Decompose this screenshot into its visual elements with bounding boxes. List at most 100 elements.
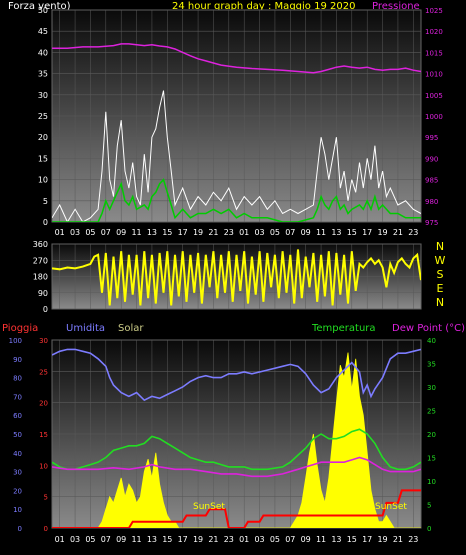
series-rain [52, 489, 421, 528]
x-tick: 21 [208, 535, 218, 544]
x-tick: 11 [131, 228, 141, 237]
x-tick: 19 [193, 228, 203, 237]
x-tick: 05 [270, 228, 280, 237]
x-tick: 05 [85, 228, 95, 237]
x-tick: 21 [393, 535, 403, 544]
legend-dew-point: Dew Point (°C) [392, 323, 465, 334]
x-tick: 17 [178, 535, 188, 544]
series-solar [52, 352, 421, 528]
y-tick-temperature: 0 [427, 525, 431, 533]
y-tick-direction: 270 [33, 256, 48, 265]
y-tick-wind: 20 [38, 133, 48, 142]
sunset-label-1: SunSet [193, 502, 225, 512]
y-tick-temperature: 5 [427, 502, 431, 510]
x-tick: 13 [147, 535, 157, 544]
x-tick: 19 [193, 535, 203, 544]
x-tick: 11 [316, 228, 326, 237]
y-tick-rain: 5 [44, 494, 48, 502]
y-tick-humidity: 10 [13, 506, 22, 514]
x-tick: 03 [254, 228, 264, 237]
x-tick: 17 [362, 228, 372, 237]
y-axis-temperature: 0 5 10 15 20 25 30 35 40 [427, 337, 436, 533]
y-tick-humidity: 100 [9, 337, 22, 345]
x-tick: 17 [178, 228, 188, 237]
y-tick-temperature: 35 [427, 361, 436, 369]
y-tick-temperature: 40 [427, 337, 436, 345]
series-direction [52, 249, 421, 306]
y-tick-wind: 35 [38, 70, 48, 79]
x-tick: 09 [301, 228, 311, 237]
y-tick-wind: 30 [38, 91, 48, 100]
y-tick-humidity: 80 [13, 375, 22, 383]
y-axis-rain: 0 5 10 15 20 25 30 [39, 337, 48, 533]
x-tick: 15 [162, 535, 172, 544]
y-tick-direction: 0 [43, 305, 48, 314]
x-tick: 03 [254, 535, 264, 544]
compass-label: E [437, 282, 444, 295]
y-tick-temperature: 10 [427, 478, 436, 486]
x-tick: 01 [55, 535, 65, 544]
x-tick: 09 [116, 228, 126, 237]
y-tick-pressure: 995 [425, 134, 438, 142]
x-axis-rain-temp: 01 03 05 07 09 11 13 15 17 19 21 23 01 03 05 07 09 11 13 15… [55, 535, 419, 544]
y-tick-pressure: 980 [425, 198, 438, 206]
y-tick-wind: 40 [38, 48, 48, 57]
y-tick-direction: 90 [38, 289, 48, 298]
x-tick: 09 [301, 535, 311, 544]
y-tick-humidity: 90 [13, 356, 22, 364]
compass-label: W [435, 254, 446, 267]
legend-rain: Pioggia [2, 323, 38, 334]
y-tick-humidity: 40 [13, 450, 22, 458]
x-tick: 05 [270, 535, 280, 544]
y-tick-temperature: 25 [427, 408, 436, 416]
y-tick-direction: 180 [33, 273, 48, 282]
y-tick-wind: 10 [38, 176, 48, 185]
series-wind_avg [52, 178, 421, 222]
x-axis-wind-pressure: 01 03 05 07 09 11 13 15 17 19 21 23 01 03 05 07 09 11 13 15… [55, 228, 419, 237]
x-tick: 15 [347, 535, 357, 544]
x-tick: 19 [377, 228, 387, 237]
y-tick-direction: 360 [33, 240, 48, 249]
y-tick-temperature: 20 [427, 431, 436, 439]
y-tick-rain: 25 [39, 368, 48, 376]
y-axis-direction: 0 90 180 270 360 [33, 240, 48, 314]
series-wind_gust [52, 90, 421, 222]
x-tick: 21 [393, 228, 403, 237]
x-tick: 11 [131, 535, 141, 544]
y-tick-rain: 30 [39, 337, 48, 345]
y-tick-pressure: 975 [425, 219, 438, 227]
x-tick: 11 [316, 535, 326, 544]
y-tick-wind: 50 [38, 6, 48, 15]
series-wind-pressure [52, 43, 421, 222]
x-tick: 09 [116, 535, 126, 544]
x-tick: 01 [239, 535, 249, 544]
x-tick: 03 [70, 228, 80, 237]
y-tick-wind: 45 [38, 27, 48, 36]
y-axis-wind: 0 5 10 15 20 25 30 35 40 45 50 [38, 6, 48, 227]
x-tick: 23 [408, 228, 418, 237]
x-tick: 01 [55, 228, 65, 237]
sunset-label-2: SunSet [375, 502, 407, 512]
legend-temperature: Temperatura [311, 323, 376, 334]
x-tick: 01 [239, 228, 249, 237]
pressure-axis-title: Pressione [372, 1, 420, 12]
compass-label: N [436, 296, 444, 309]
series-wind-direction [52, 249, 421, 306]
y-tick-rain: 20 [39, 400, 48, 408]
y-axis-humidity: 0 10 20 30 40 50 60 70 80 90 100 [9, 337, 22, 533]
y-tick-pressure: 990 [425, 155, 438, 163]
series-temperature [52, 428, 421, 471]
y-tick-pressure: 985 [425, 177, 438, 185]
x-tick: 03 [70, 535, 80, 544]
x-tick: 23 [224, 535, 234, 544]
x-tick: 21 [208, 228, 218, 237]
x-tick: 07 [285, 535, 295, 544]
compass-label: S [437, 268, 444, 281]
y-tick-wind: 5 [43, 197, 48, 206]
y-tick-pressure: 1000 [425, 113, 443, 121]
x-tick: 05 [85, 535, 95, 544]
y-tick-humidity: 20 [13, 487, 22, 495]
y-tick-wind: 25 [38, 112, 48, 121]
x-tick: 07 [101, 228, 111, 237]
series-humidity [52, 348, 421, 402]
